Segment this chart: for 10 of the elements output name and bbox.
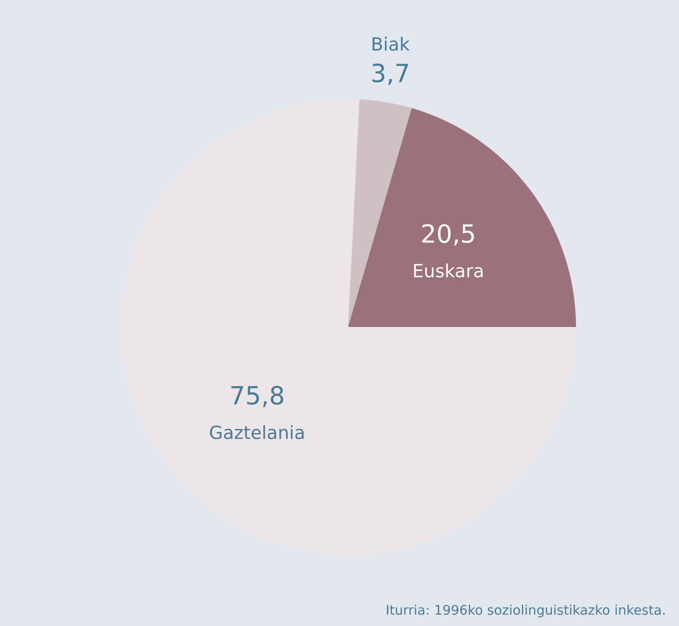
pie-slice (120, 99, 576, 555)
data-label: 75,8 (231, 386, 284, 408)
pie-slice (348, 99, 412, 327)
slice-label: Euskara (414, 263, 483, 278)
slice-label: Gaztelania (210, 425, 304, 440)
pie-slice (348, 108, 576, 327)
slice-label: Biak (372, 36, 410, 51)
data-label: 3,7 (372, 64, 408, 85)
text: Iturria: 1996ko soziolinguistikazko inkesta. (386, 604, 665, 618)
data-label: 20,5 (422, 224, 474, 246)
